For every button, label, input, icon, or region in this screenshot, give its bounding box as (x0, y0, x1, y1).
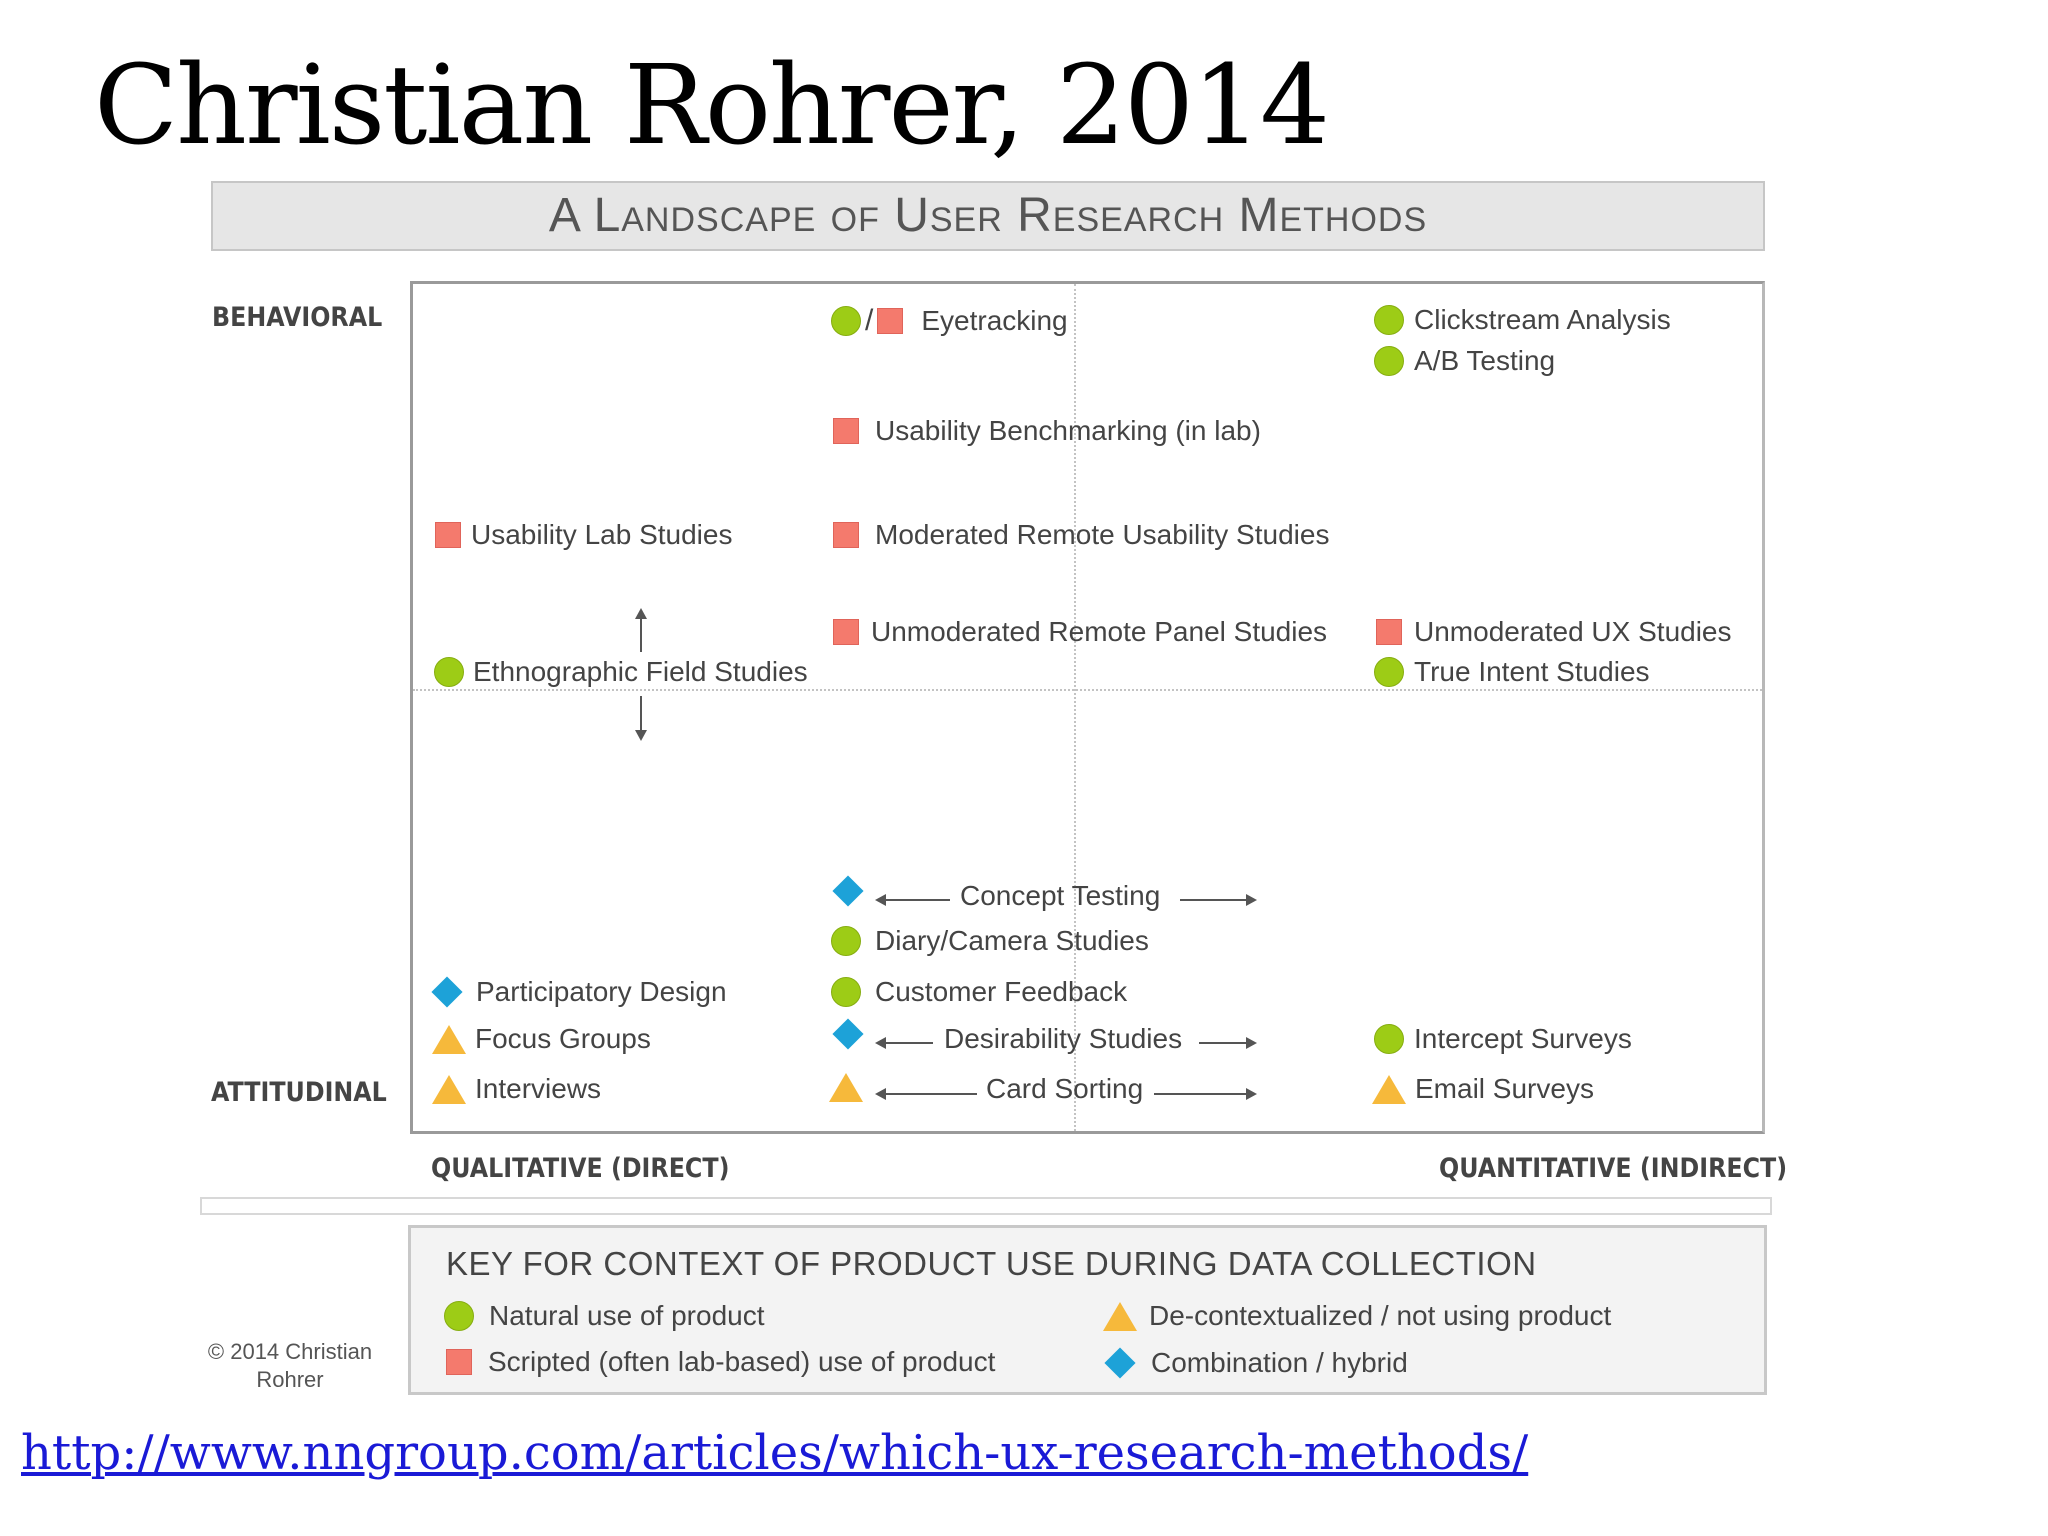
method-label: Card Sorting (986, 1073, 1144, 1104)
method-card-sorting (829, 1073, 863, 1102)
method-usability-lab: Usability Lab Studies (435, 519, 732, 551)
method-label: Diary/Camera Studies (875, 925, 1149, 956)
slide-title: Christian Rohrer, 2014 (94, 41, 1330, 169)
method-usability-benchmarking: Usability Benchmarking (in lab) (833, 415, 1261, 447)
legend-scripted: Scripted (often lab-based) use of produc… (446, 1346, 995, 1378)
method-customer-feedback: Customer Feedback (831, 976, 1127, 1008)
method-label: Moderated Remote Usability Studies (875, 519, 1330, 550)
decontextualized-triangle-icon (432, 1024, 466, 1054)
legend-label: De-contextualized / not using product (1149, 1300, 1612, 1331)
method-label: Unmoderated Remote Panel Studies (871, 616, 1328, 647)
natural-circle-icon (1374, 346, 1404, 376)
arrow-left-icon (875, 894, 950, 906)
method-concept-testing (832, 875, 864, 907)
natural-circle-icon (1374, 657, 1404, 687)
horizontal-divider (413, 689, 1762, 691)
method-label: Intercept Surveys (1414, 1023, 1632, 1054)
method-label: Customer Feedback (875, 976, 1128, 1007)
method-label: Eyetracking (921, 305, 1068, 336)
method-eyetracking: / Eyetracking (831, 304, 1068, 338)
decontextualized-triangle-icon (432, 1074, 466, 1104)
arrow-left-icon (875, 1088, 977, 1100)
method-label: Usability Benchmarking (in lab) (875, 415, 1261, 446)
combination-diamond-icon (1104, 1347, 1136, 1379)
method-label: Usability Lab Studies (471, 519, 733, 550)
arrow-right-icon (1199, 1037, 1257, 1049)
arrow-right-icon (1180, 894, 1257, 906)
natural-circle-icon (831, 977, 861, 1007)
method-label: Email Surveys (1415, 1073, 1594, 1104)
method-label: Ethnographic Field Studies (473, 656, 808, 687)
method-clickstream: Clickstream Analysis (1374, 304, 1671, 336)
natural-circle-icon (1374, 1024, 1404, 1054)
decontextualized-triangle-icon (829, 1073, 863, 1102)
method-interviews: Interviews (432, 1073, 601, 1105)
legend-title: KEY FOR CONTEXT OF PRODUCT USE DURING DA… (446, 1245, 1537, 1282)
scripted-square-icon (446, 1349, 472, 1375)
copyright-text: © 2014 Christian Rohrer (207, 1339, 373, 1392)
method-label: Unmoderated UX Studies (1414, 616, 1732, 647)
legend-combination: Combination / hybrid (1104, 1347, 1408, 1379)
method-diary-camera: Diary/Camera Studies (831, 925, 1149, 957)
legend-label: Natural use of product (489, 1300, 765, 1331)
method-ethnographic: Ethnographic Field Studies (434, 656, 808, 688)
scripted-square-icon (833, 418, 859, 444)
natural-circle-icon (434, 657, 464, 687)
axis-label-quantitative: QUANTITATIVE (INDIRECT) (1439, 1153, 1788, 1184)
method-label: Clickstream Analysis (1414, 304, 1671, 335)
arrow-up-icon (635, 608, 647, 652)
legend-decontextualized: De-contextualized / not using product (1103, 1300, 1611, 1332)
decontextualized-triangle-icon (1103, 1301, 1137, 1331)
axis-label-qualitative: QUALITATIVE (DIRECT) (431, 1153, 730, 1184)
method-label: Desirability Studies (944, 1023, 1183, 1054)
scripted-square-icon (877, 308, 904, 334)
method-moderated-remote: Moderated Remote Usability Studies (833, 519, 1329, 551)
scripted-square-icon (833, 619, 859, 645)
scripted-square-icon (435, 522, 461, 548)
natural-circle-icon (444, 1301, 474, 1331)
method-label: Focus Groups (475, 1023, 651, 1054)
source-link[interactable]: http://www.nngroup.com/articles/which-ux… (21, 1425, 1529, 1481)
method-ab-testing: A/B Testing (1374, 345, 1555, 377)
legend-box (408, 1225, 1767, 1395)
combination-diamond-icon (832, 1018, 864, 1050)
natural-circle-icon (831, 306, 861, 336)
method-true-intent: True Intent Studies (1374, 656, 1650, 688)
method-label: A/B Testing (1414, 345, 1556, 376)
arrow-left-icon (875, 1037, 933, 1049)
method-intercept: Intercept Surveys (1374, 1023, 1632, 1055)
vertical-divider (1074, 284, 1076, 1131)
method-label: Interviews (475, 1073, 602, 1104)
scripted-square-icon (1376, 619, 1402, 645)
legend-natural: Natural use of product (444, 1300, 765, 1332)
axis-label-attitudinal: ATTITUDINAL (211, 1077, 387, 1108)
method-focus-groups: Focus Groups (432, 1023, 651, 1055)
separator-slash: / (865, 304, 874, 337)
method-unmoderated-ux: Unmoderated UX Studies (1376, 616, 1732, 648)
arrow-down-icon (635, 696, 647, 741)
natural-circle-icon (1374, 305, 1404, 335)
method-label: Participatory Design (476, 976, 727, 1007)
method-desirability (832, 1018, 864, 1050)
method-email-surveys: Email Surveys (1372, 1073, 1594, 1105)
separator-bar (200, 1197, 1772, 1215)
arrow-right-icon (1154, 1088, 1257, 1100)
methods-plot-area (410, 281, 1765, 1134)
diagram-title: A Landscape of User Research Methods (211, 181, 1765, 251)
scripted-square-icon (833, 522, 859, 548)
decontextualized-triangle-icon (1372, 1074, 1406, 1104)
combination-diamond-icon (431, 976, 463, 1008)
natural-circle-icon (831, 926, 861, 956)
combination-diamond-icon (832, 875, 864, 907)
method-label: Concept Testing (960, 880, 1161, 911)
method-label: True Intent Studies (1414, 656, 1650, 687)
legend-label: Combination / hybrid (1151, 1347, 1408, 1378)
axis-label-behavioral: BEHAVIORAL (212, 302, 383, 333)
method-unmoderated-panel: Unmoderated Remote Panel Studies (833, 616, 1327, 648)
method-participatory: Participatory Design (431, 976, 727, 1008)
legend-label: Scripted (often lab-based) use of produc… (488, 1346, 996, 1377)
